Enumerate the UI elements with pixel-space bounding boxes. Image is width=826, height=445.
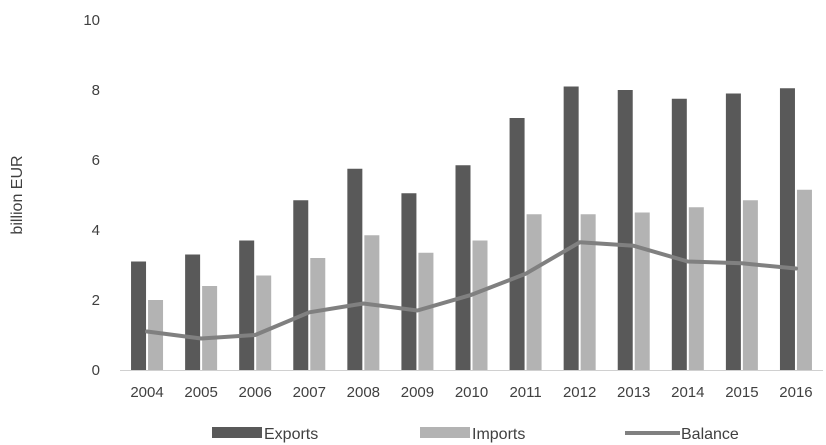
bar-imports-2015 xyxy=(742,200,758,370)
legend-label-imports: Imports xyxy=(472,426,525,443)
bar-imports-2006 xyxy=(256,275,272,370)
x-tick-label: 2014 xyxy=(671,384,704,401)
bar-exports-2010 xyxy=(455,165,471,370)
bar-exports-2014 xyxy=(671,98,687,370)
bar-imports-2005 xyxy=(202,286,218,370)
bar-imports-2004 xyxy=(148,300,164,370)
bars xyxy=(131,86,812,370)
y-tick-label: 4 xyxy=(92,222,100,239)
legend-label-exports: Exports xyxy=(264,426,318,443)
bar-imports-2011 xyxy=(526,214,542,370)
bar-exports-2004 xyxy=(131,261,147,370)
x-tick-label: 2015 xyxy=(725,384,758,401)
x-tick-label: 2006 xyxy=(239,384,272,401)
bar-exports-2015 xyxy=(725,93,741,370)
bar-exports-2006 xyxy=(239,240,255,370)
bar-imports-2010 xyxy=(472,240,488,370)
legend-swatch-imports xyxy=(420,427,470,438)
balance-line-layer xyxy=(145,240,798,341)
y-tick-label: 8 xyxy=(92,82,100,99)
bar-exports-2009 xyxy=(401,193,417,370)
bar-imports-2016 xyxy=(796,189,812,370)
x-tick-label: 2004 xyxy=(130,384,163,401)
x-tick-label: 2009 xyxy=(401,384,434,401)
y-tick-label: 6 xyxy=(92,152,100,169)
legend-label-balance: Balance xyxy=(681,426,739,443)
bar-exports-2007 xyxy=(293,200,309,370)
x-axis-ticks: 2004 2005 2006 2007 2008 2009 2010 2011 2012 2013… xyxy=(130,384,812,401)
x-tick-label: 2008 xyxy=(347,384,380,401)
bar-imports-2007 xyxy=(310,258,326,370)
y-axis-label: billion EUR xyxy=(9,155,26,234)
bar-imports-2009 xyxy=(418,252,434,370)
bar-exports-2011 xyxy=(509,118,525,370)
legend-swatch-exports xyxy=(212,427,262,438)
bar-exports-2013 xyxy=(617,90,633,370)
bar-imports-2013 xyxy=(634,212,650,370)
x-tick-label: 2005 xyxy=(184,384,217,401)
x-tick-label: 2012 xyxy=(563,384,596,401)
x-tick-label: 2016 xyxy=(779,384,812,401)
bar-exports-2012 xyxy=(563,86,579,370)
bar-exports-2005 xyxy=(185,254,201,370)
bar-exports-2016 xyxy=(779,88,795,370)
bar-imports-2012 xyxy=(580,214,596,370)
x-tick-label: 2007 xyxy=(293,384,326,401)
bar-imports-2014 xyxy=(688,207,704,370)
y-tick-label: 10 xyxy=(83,12,100,29)
y-axis-ticks: 0 2 4 6 8 10 xyxy=(83,12,100,379)
x-tick-label: 2010 xyxy=(455,384,488,401)
y-tick-label: 2 xyxy=(92,292,100,309)
y-tick-label: 0 xyxy=(92,362,100,379)
x-tick-label: 2013 xyxy=(617,384,650,401)
legend: Exports Imports Balance xyxy=(212,426,739,443)
bar-exports-2008 xyxy=(347,168,363,370)
x-tick-label: 2011 xyxy=(509,384,541,401)
